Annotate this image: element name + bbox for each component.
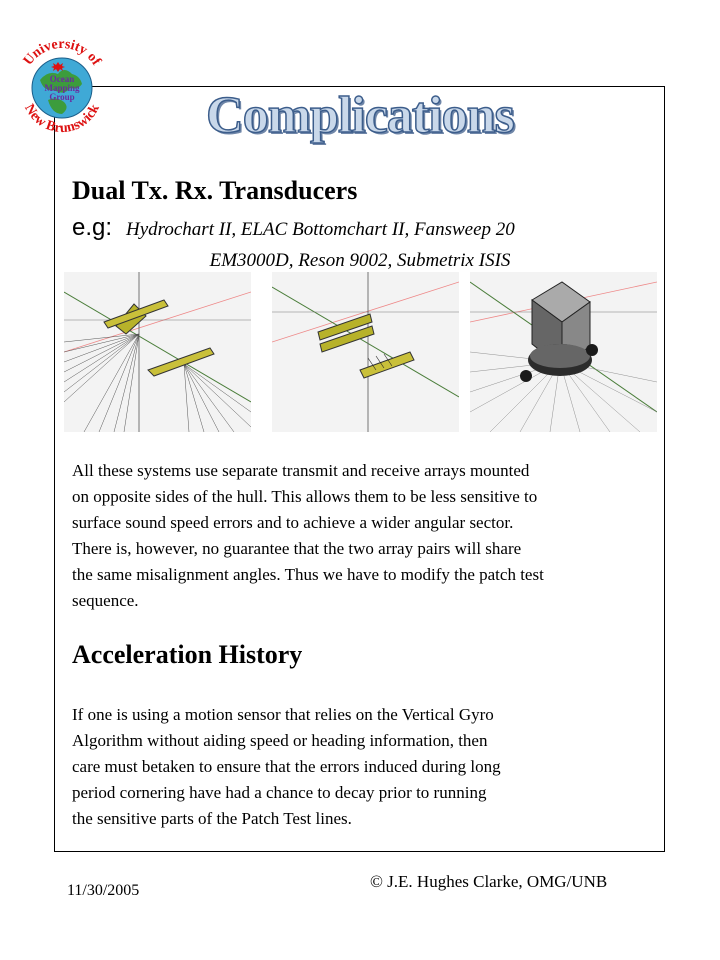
heading-dual-transducers: Dual Tx. Rx. Transducers (72, 176, 358, 205)
paragraph-line: the sensitive parts of the Patch Test li… (72, 809, 352, 828)
transducer-image-3 (470, 272, 657, 432)
logo-inner-1: Ocean (50, 74, 75, 84)
slide-frame (54, 86, 665, 852)
paragraph-line: sequence. (72, 591, 139, 610)
paragraph-line: care must betaken to ensure that the err… (72, 757, 501, 776)
paragraph-line: There is, however, no guarantee that the… (72, 539, 522, 558)
paragraph-acceleration-history: If one is using a motion sensor that rel… (72, 702, 672, 832)
paragraph-line: surface sound speed errors and to achiev… (72, 513, 514, 532)
unb-omg-logo: University of New Brunswick Ocean Mappin… (21, 37, 104, 136)
paragraph-line: the same misalignment angles. Thus we ha… (72, 565, 544, 584)
footer-copyright: © J.E. Hughes Clarke, OMG/UNB (370, 872, 608, 891)
paragraph-line: All these systems use separate transmit … (72, 461, 530, 480)
eg-label: e.g: (72, 214, 113, 241)
examples-line-2: EM3000D, Reson 9002, Submetrix ISIS (209, 250, 511, 271)
eg-systems-1: Hydrochart II, ELAC Bottomchart II, Fans… (126, 219, 515, 240)
paragraph-dual-transducers: All these systems use separate transmit … (72, 458, 672, 614)
logo-inner-2: Mapping (44, 83, 80, 93)
footer-date: 11/30/2005 (67, 882, 140, 899)
examples-line-1: e.g: Hydrochart II, ELAC Bottomchart II, … (72, 214, 515, 242)
paragraph-line: period cornering have had a chance to de… (72, 783, 487, 802)
heading-acceleration-history: Acceleration History (72, 640, 303, 669)
paragraph-line: on opposite sides of the hull. This allo… (72, 487, 538, 506)
paragraph-line: Algorithm without aiding speed or headin… (72, 731, 488, 750)
slide-title: Complications (205, 86, 515, 145)
transducer-image-2 (272, 272, 459, 432)
logo-inner-3: Group (49, 92, 74, 102)
paragraph-line: If one is using a motion sensor that rel… (72, 705, 494, 724)
transducer-image-1 (64, 272, 251, 432)
